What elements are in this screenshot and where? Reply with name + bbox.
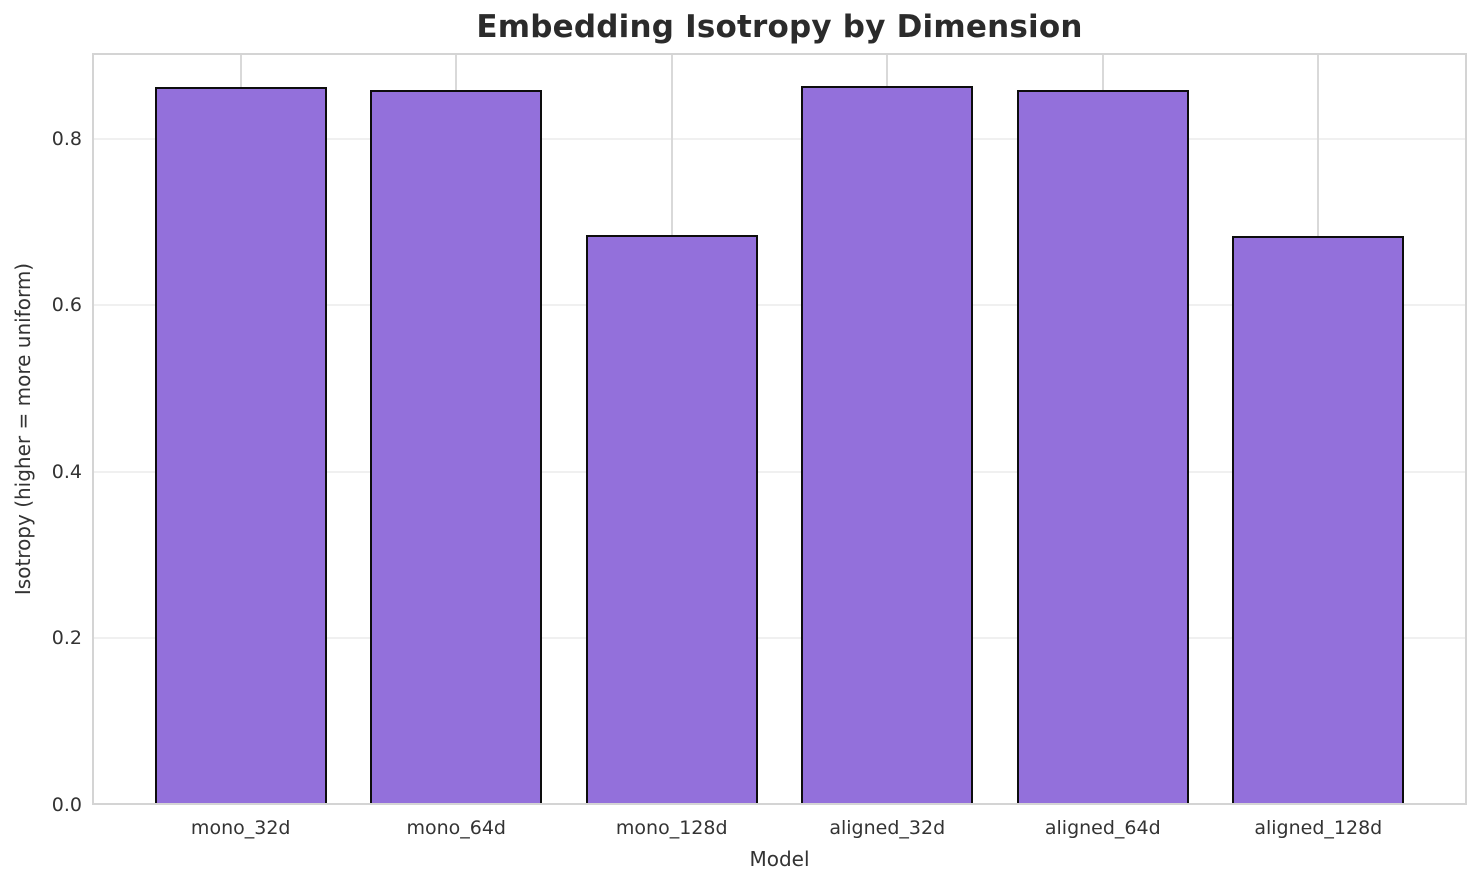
x-tick-label-mono_64d: mono_64d <box>406 817 506 839</box>
bar-mono_128d <box>585 235 758 805</box>
y-tick-label: 0.2 <box>51 627 82 650</box>
y-tick-label: 0.8 <box>51 127 82 150</box>
gridline-horizontal <box>92 304 1467 307</box>
x-tick-label-mono_128d: mono_128d <box>615 817 728 839</box>
x-tick-label-aligned_64d: aligned_64d <box>1044 817 1161 839</box>
bar-aligned_64d <box>1016 89 1189 805</box>
y-tick-label: 0.4 <box>51 460 82 483</box>
y-tick-label: 0.6 <box>51 294 82 317</box>
bar-mono_32d <box>154 87 327 805</box>
gridline-horizontal <box>92 637 1467 640</box>
x-tick-label-mono_32d: mono_32d <box>190 817 291 839</box>
bar-aligned_128d <box>1232 236 1405 805</box>
x-tick-label-aligned_128d: aligned_128d <box>1254 817 1383 839</box>
gridline-horizontal <box>92 470 1467 473</box>
chart-title: Embedding Isotropy by Dimension <box>476 9 1083 45</box>
x-tick-label-aligned_32d: aligned_32d <box>829 817 946 839</box>
y-tick-label: 0.0 <box>51 794 82 816</box>
gridline-horizontal <box>92 137 1467 140</box>
plot-area <box>92 53 1467 805</box>
bar-mono_64d <box>370 90 543 805</box>
x-axis-label: Model <box>749 847 810 871</box>
bar-aligned_32d <box>801 86 974 805</box>
